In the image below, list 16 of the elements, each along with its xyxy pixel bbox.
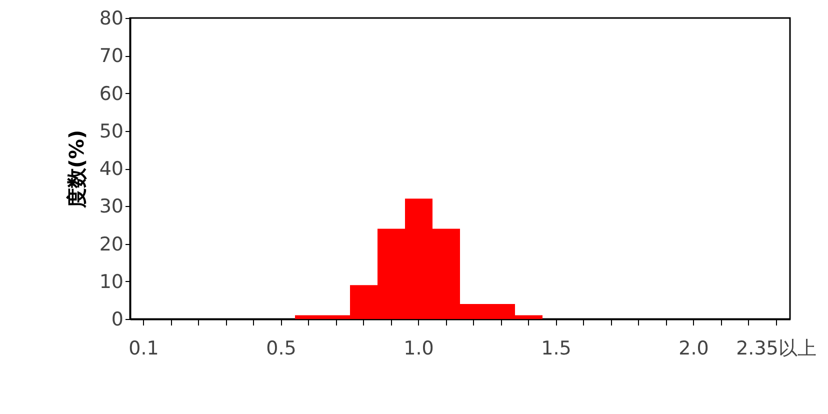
y-tick-label: 80	[99, 8, 124, 30]
y-axis-title: 度数(%)	[64, 130, 88, 210]
y-tick-label: 10	[99, 270, 124, 293]
y-tick-label: 20	[99, 233, 124, 256]
y-tick-label: 50	[99, 120, 124, 142]
x-tick-label: 1.0	[404, 338, 434, 360]
y-tick-label: 0	[111, 308, 124, 330]
y-tick-label: 70	[99, 45, 124, 68]
x-tick-label: 0.5	[266, 338, 296, 360]
x-tick-label: 2.0	[678, 338, 709, 360]
x-tick-label: 2.35以上	[736, 338, 816, 360]
x-tick-label: 1.5	[541, 338, 572, 360]
x-tick-label: 0.1	[128, 338, 159, 360]
y-tick-label: 60	[99, 82, 124, 105]
y-tick-label: 40	[99, 158, 124, 180]
y-tick-label: 30	[99, 196, 124, 218]
